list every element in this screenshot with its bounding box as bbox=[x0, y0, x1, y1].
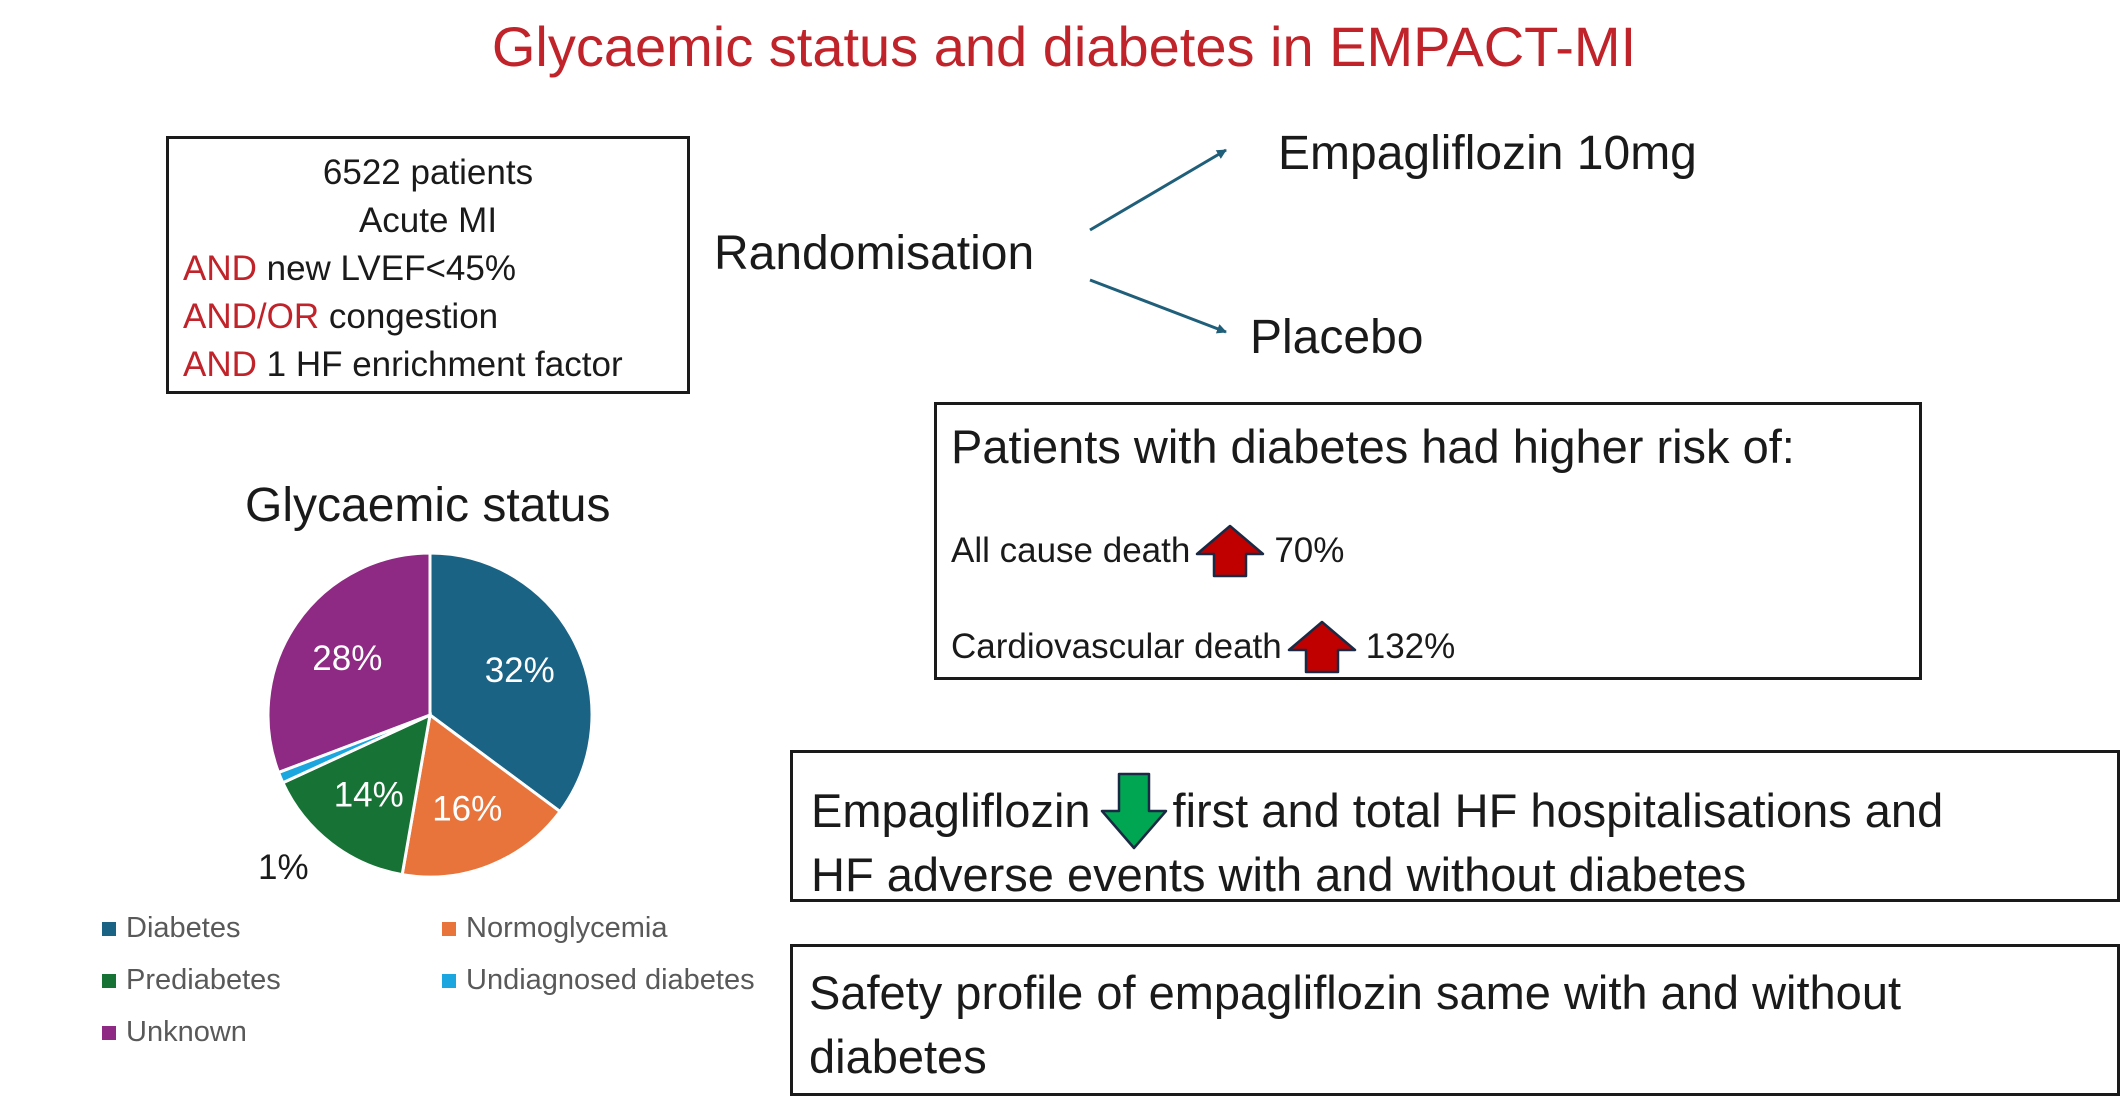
legend-swatch bbox=[102, 921, 116, 936]
criterion-text: new LVEF<45% bbox=[256, 249, 516, 288]
criterion-text: 1 HF enrichment factor bbox=[256, 345, 623, 384]
criterion-lvef: AND new LVEF<45% bbox=[169, 245, 687, 293]
randomisation-label: Randomisation bbox=[714, 227, 1035, 280]
patient-count: 6522 patients bbox=[322, 153, 534, 192]
criterion-text: congestion bbox=[319, 297, 499, 336]
criterion-congestion: AND/OR congestion bbox=[169, 293, 687, 341]
arrow-to-empagliflozin bbox=[1089, 148, 1227, 232]
hf-outcome-box: Empagliflozin first and total HF hospita… bbox=[790, 750, 2120, 902]
pie-slice-normoglycemia bbox=[400, 712, 563, 879]
arm-placebo: Placebo bbox=[1250, 311, 1424, 364]
safety-line-1: Safety profile of empagliflozin same wit… bbox=[809, 966, 1902, 1019]
legend-label: Diabetes bbox=[126, 912, 241, 944]
criterion-operator: AND bbox=[183, 345, 257, 384]
effect-line-2: HF adverse events with and without diabe… bbox=[811, 848, 1747, 901]
legend-item-diabetes: Diabetes bbox=[102, 912, 240, 945]
risk-heading: Patients with diabetes had higher risk o… bbox=[951, 420, 1795, 473]
legend-label: Normoglycemia bbox=[466, 912, 668, 944]
legend-swatch bbox=[442, 921, 456, 936]
criterion-acute-mi: Acute MI bbox=[358, 201, 498, 240]
pie-slice-diabetes bbox=[428, 551, 594, 814]
arrow-up-icon bbox=[1196, 524, 1265, 578]
legend-swatch bbox=[442, 973, 456, 988]
safety-box: Safety profile of empagliflozin same wit… bbox=[790, 944, 2120, 1096]
slice-label-undiagnosed: 1% bbox=[258, 848, 309, 887]
risk-row-cv-death: Cardiovascular death 132% bbox=[951, 619, 1455, 675]
arrow-down-icon bbox=[1100, 772, 1167, 850]
page-title: Glycaemic status and diabetes in EMPACT-… bbox=[491, 15, 1637, 78]
effect-text: first and total HF hospitalisations and bbox=[1172, 784, 1944, 837]
legend-label: Unknown bbox=[126, 1016, 247, 1048]
slice-data-label: 14% bbox=[334, 776, 404, 815]
pie-slice-prediabetes bbox=[280, 712, 432, 877]
arm-empagliflozin: Empagliflozin 10mg bbox=[1278, 127, 1697, 180]
legend-item-prediabetes: Prediabetes bbox=[102, 964, 281, 997]
risk-label: Cardiovascular death bbox=[951, 627, 1282, 666]
risk-row-all-cause: All cause death 70% bbox=[951, 523, 1344, 579]
risk-value: 70% bbox=[1274, 531, 1345, 570]
criterion-hf-factor: AND 1 HF enrichment factor bbox=[169, 341, 687, 389]
glycaemic-status-pie: 32% 16% 14% 28% bbox=[266, 551, 594, 879]
risk-value: 132% bbox=[1365, 627, 1456, 666]
criterion-operator: AND/OR bbox=[183, 297, 320, 336]
chart-title: Glycaemic status bbox=[245, 479, 611, 532]
diabetes-risk-box: Patients with diabetes had higher risk o… bbox=[934, 402, 1922, 680]
slice-data-label: 32% bbox=[485, 651, 555, 690]
legend-label: Prediabetes bbox=[126, 964, 281, 996]
arrow-to-placebo bbox=[1089, 278, 1227, 334]
legend-swatch bbox=[102, 1025, 116, 1040]
criterion-operator: AND bbox=[183, 249, 257, 288]
legend-swatch bbox=[102, 973, 116, 988]
inclusion-criteria-box: 6522 patients Acute MI AND new LVEF<45% … bbox=[166, 136, 690, 394]
safety-line-2: diabetes bbox=[809, 1030, 987, 1083]
legend-item-normoglycemia: Normoglycemia bbox=[442, 912, 667, 945]
legend-item-unknown: Unknown bbox=[102, 1016, 247, 1049]
pie-slice-unknown bbox=[266, 551, 432, 775]
legend-label: Undiagnosed diabetes bbox=[466, 964, 755, 996]
arrow-up-icon bbox=[1287, 620, 1356, 674]
risk-label: All cause death bbox=[951, 531, 1191, 570]
effect-line-1: Empagliflozin first and total HF hospita… bbox=[811, 771, 2117, 851]
slice-data-label: 16% bbox=[432, 789, 502, 828]
slice-data-label: 28% bbox=[312, 639, 382, 678]
legend-item-undiagnosed-diabetes: Undiagnosed diabetes bbox=[442, 964, 755, 997]
effect-drug: Empagliflozin bbox=[811, 784, 1091, 837]
